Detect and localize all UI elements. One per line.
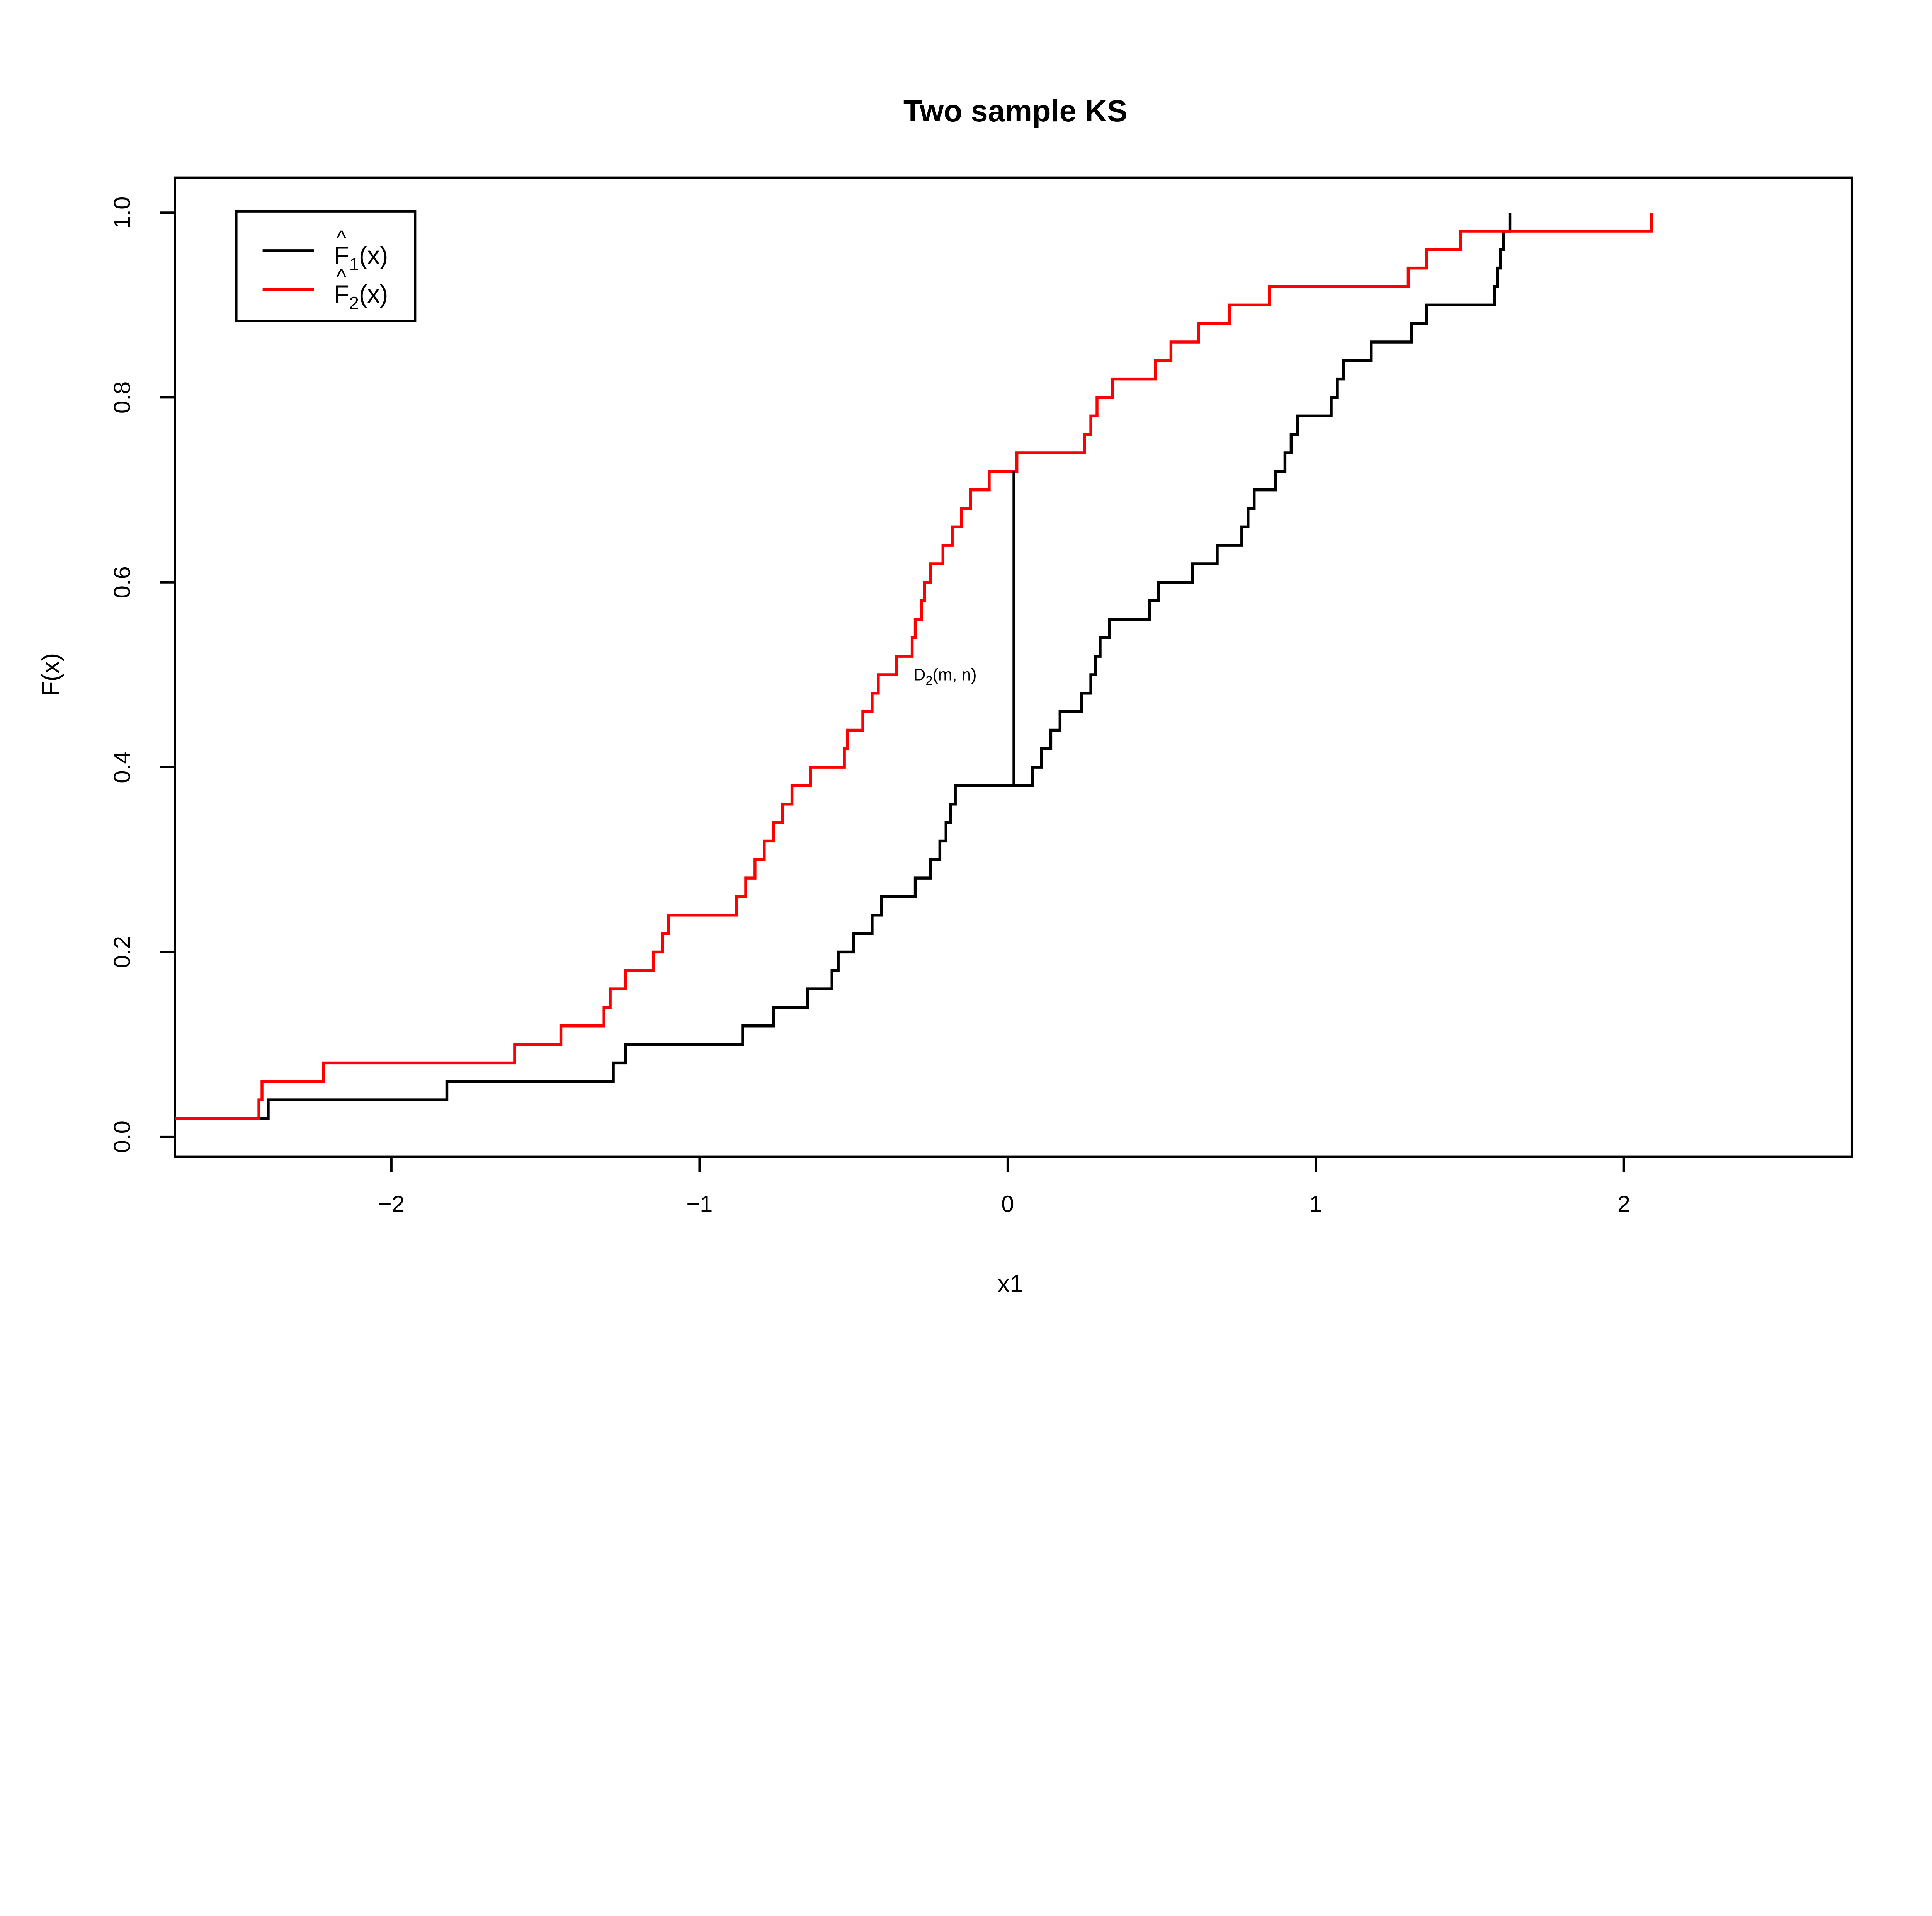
plot-border [174,176,1853,1158]
legend: ^ F1(x) ^ F2(x) [235,210,417,322]
ks-plot-figure: Two sample KS −2 −1 0 1 2 0.0 0.2 0.4 0.6 0.8 1.0… [37,93,1853,1298]
legend-f1-sub: 1 [349,254,359,274]
legend-f1-base: F [334,241,349,269]
y-tick-label: 0.2 [109,936,135,968]
ks-plot-canvas: Two sample KS −2 −1 0 1 2 0.0 0.2 0.4 0.6 0.8 1.0… [37,93,1853,1298]
legend-label-f1: F1(x) [334,241,388,274]
legend-f2-sub: 2 [349,293,359,313]
legend-label-f2: F2(x) [334,280,388,313]
y-axis-label: F(x) [37,653,64,696]
y-tick-label: 0.8 [109,381,135,413]
ks-label-sub: 2 [925,674,932,687]
legend-hat-f1: ^ [337,226,347,250]
legend-box [235,210,417,322]
ecdf-curve-f1 [175,213,1512,1120]
legend-f1-args: (x) [359,241,388,269]
ks-label-args: (m, n) [932,665,976,684]
y-axis-ticks: 0.0 0.2 0.4 0.6 0.8 1.0 [109,197,175,1153]
y-tick-label: 0.0 [109,1121,135,1153]
x-tick-label: 1 [1310,1191,1322,1217]
ecdf-curves [175,213,1653,1120]
legend-f2-args: (x) [359,280,388,308]
x-axis-ticks: −2 −1 0 1 2 [378,1157,1630,1217]
ecdf-curve-f2 [175,213,1653,1120]
x-tick-label: −1 [686,1191,713,1217]
y-tick-label: 0.6 [109,566,135,598]
x-tick-label: 2 [1617,1191,1630,1217]
x-tick-label: −2 [378,1191,405,1217]
x-tick-label: 0 [1001,1191,1014,1217]
ks-distance-label: D2(m, n) [913,665,977,687]
ks-label-base: D [913,665,926,684]
y-tick-label: 0.4 [109,751,135,783]
legend-f2-base: F [334,280,349,308]
chart-title: Two sample KS [903,94,1128,128]
x-axis-label: x1 [998,1270,1024,1297]
y-tick-label: 1.0 [109,197,135,229]
legend-hat-f2: ^ [337,265,347,289]
